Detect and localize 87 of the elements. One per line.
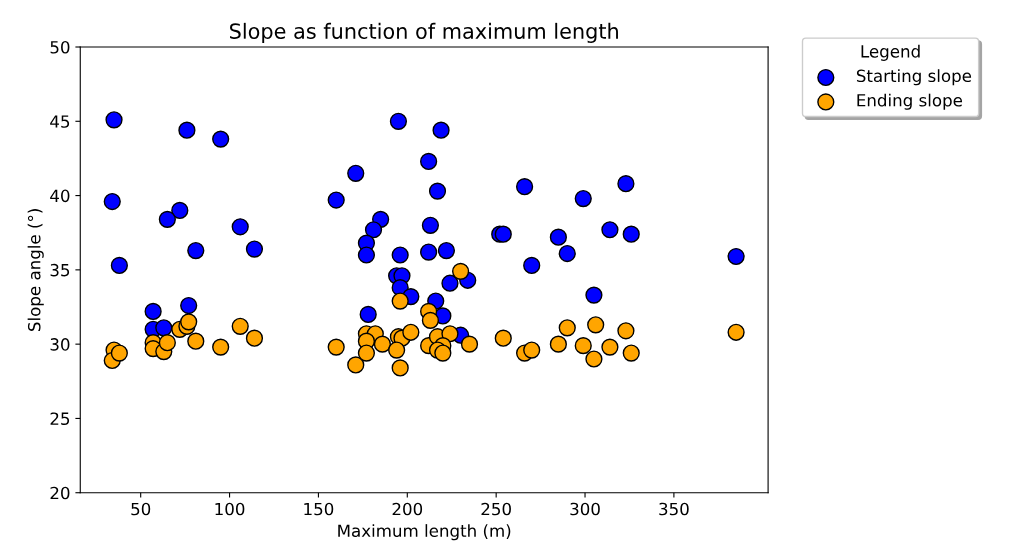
point [347,356,365,374]
legend-title: Legend [861,44,920,61]
point [158,334,176,352]
point [327,191,345,209]
point [420,152,438,171]
legend-label: Starting slope [856,69,972,86]
point [452,262,470,280]
point [212,338,230,356]
point [357,246,376,264]
x-tick-label: 50 [131,502,151,516]
point [180,296,198,315]
point [364,221,383,239]
point [110,344,128,362]
point [441,274,459,292]
y-tick-label: 35 [50,263,70,277]
y-tick-label: 20 [50,486,70,500]
point [558,244,576,263]
point [187,332,205,350]
point [327,338,345,356]
point [585,286,603,304]
point [585,350,603,368]
point [727,247,745,266]
point [549,335,567,353]
legend-label: Ending slope [857,93,963,110]
point [601,221,619,239]
y-tick-label: 40 [50,189,70,203]
point [421,311,440,329]
point [245,240,264,258]
point [727,323,745,341]
point [391,292,409,310]
x-tick-label: 200 [392,502,423,516]
point [523,256,541,275]
point [347,164,365,182]
point [144,302,162,321]
point [574,337,592,355]
point [402,323,420,341]
point [359,305,377,324]
y-tick-label: 50 [50,40,70,54]
x-tick-label: 100 [215,502,245,516]
point [103,192,121,211]
point [428,182,447,200]
y-tick-label: 30 [50,338,70,351]
y-tick-label: 25 [50,412,70,426]
point [158,210,176,228]
point [171,201,189,220]
point [231,218,249,236]
point [460,335,479,353]
x-tick-label: 150 [304,502,334,516]
point [523,341,541,359]
point [574,189,592,208]
point [373,335,392,353]
point [231,317,249,335]
point [587,316,605,334]
point [432,121,450,139]
point [420,243,438,261]
point [549,228,567,246]
point [601,338,619,356]
point [515,178,534,196]
chart-title: Slope as function of maximum length [230,22,618,43]
x-tick-label: 250 [481,502,511,516]
x-axis-title: Maximum length (m) [338,524,511,541]
point [391,246,409,264]
point [421,216,440,234]
point [388,341,406,359]
point [494,329,512,347]
point [558,319,576,337]
x-tick-label: 300 [570,502,600,516]
point [437,241,456,260]
point [357,344,376,362]
point [617,322,635,340]
point [180,313,198,331]
y-axis-title: Slope angle (°) [27,209,44,331]
y-tick-label: 45 [50,115,70,128]
point [389,112,408,130]
point [617,175,635,193]
point [434,344,452,362]
point [245,329,264,347]
point [622,344,640,362]
point [391,359,409,377]
x-tick-label: 350 [659,502,689,516]
point [622,225,640,243]
point [178,121,196,139]
point [212,130,230,148]
point [110,256,128,275]
point [155,319,173,337]
point [187,241,205,260]
point [105,111,123,129]
